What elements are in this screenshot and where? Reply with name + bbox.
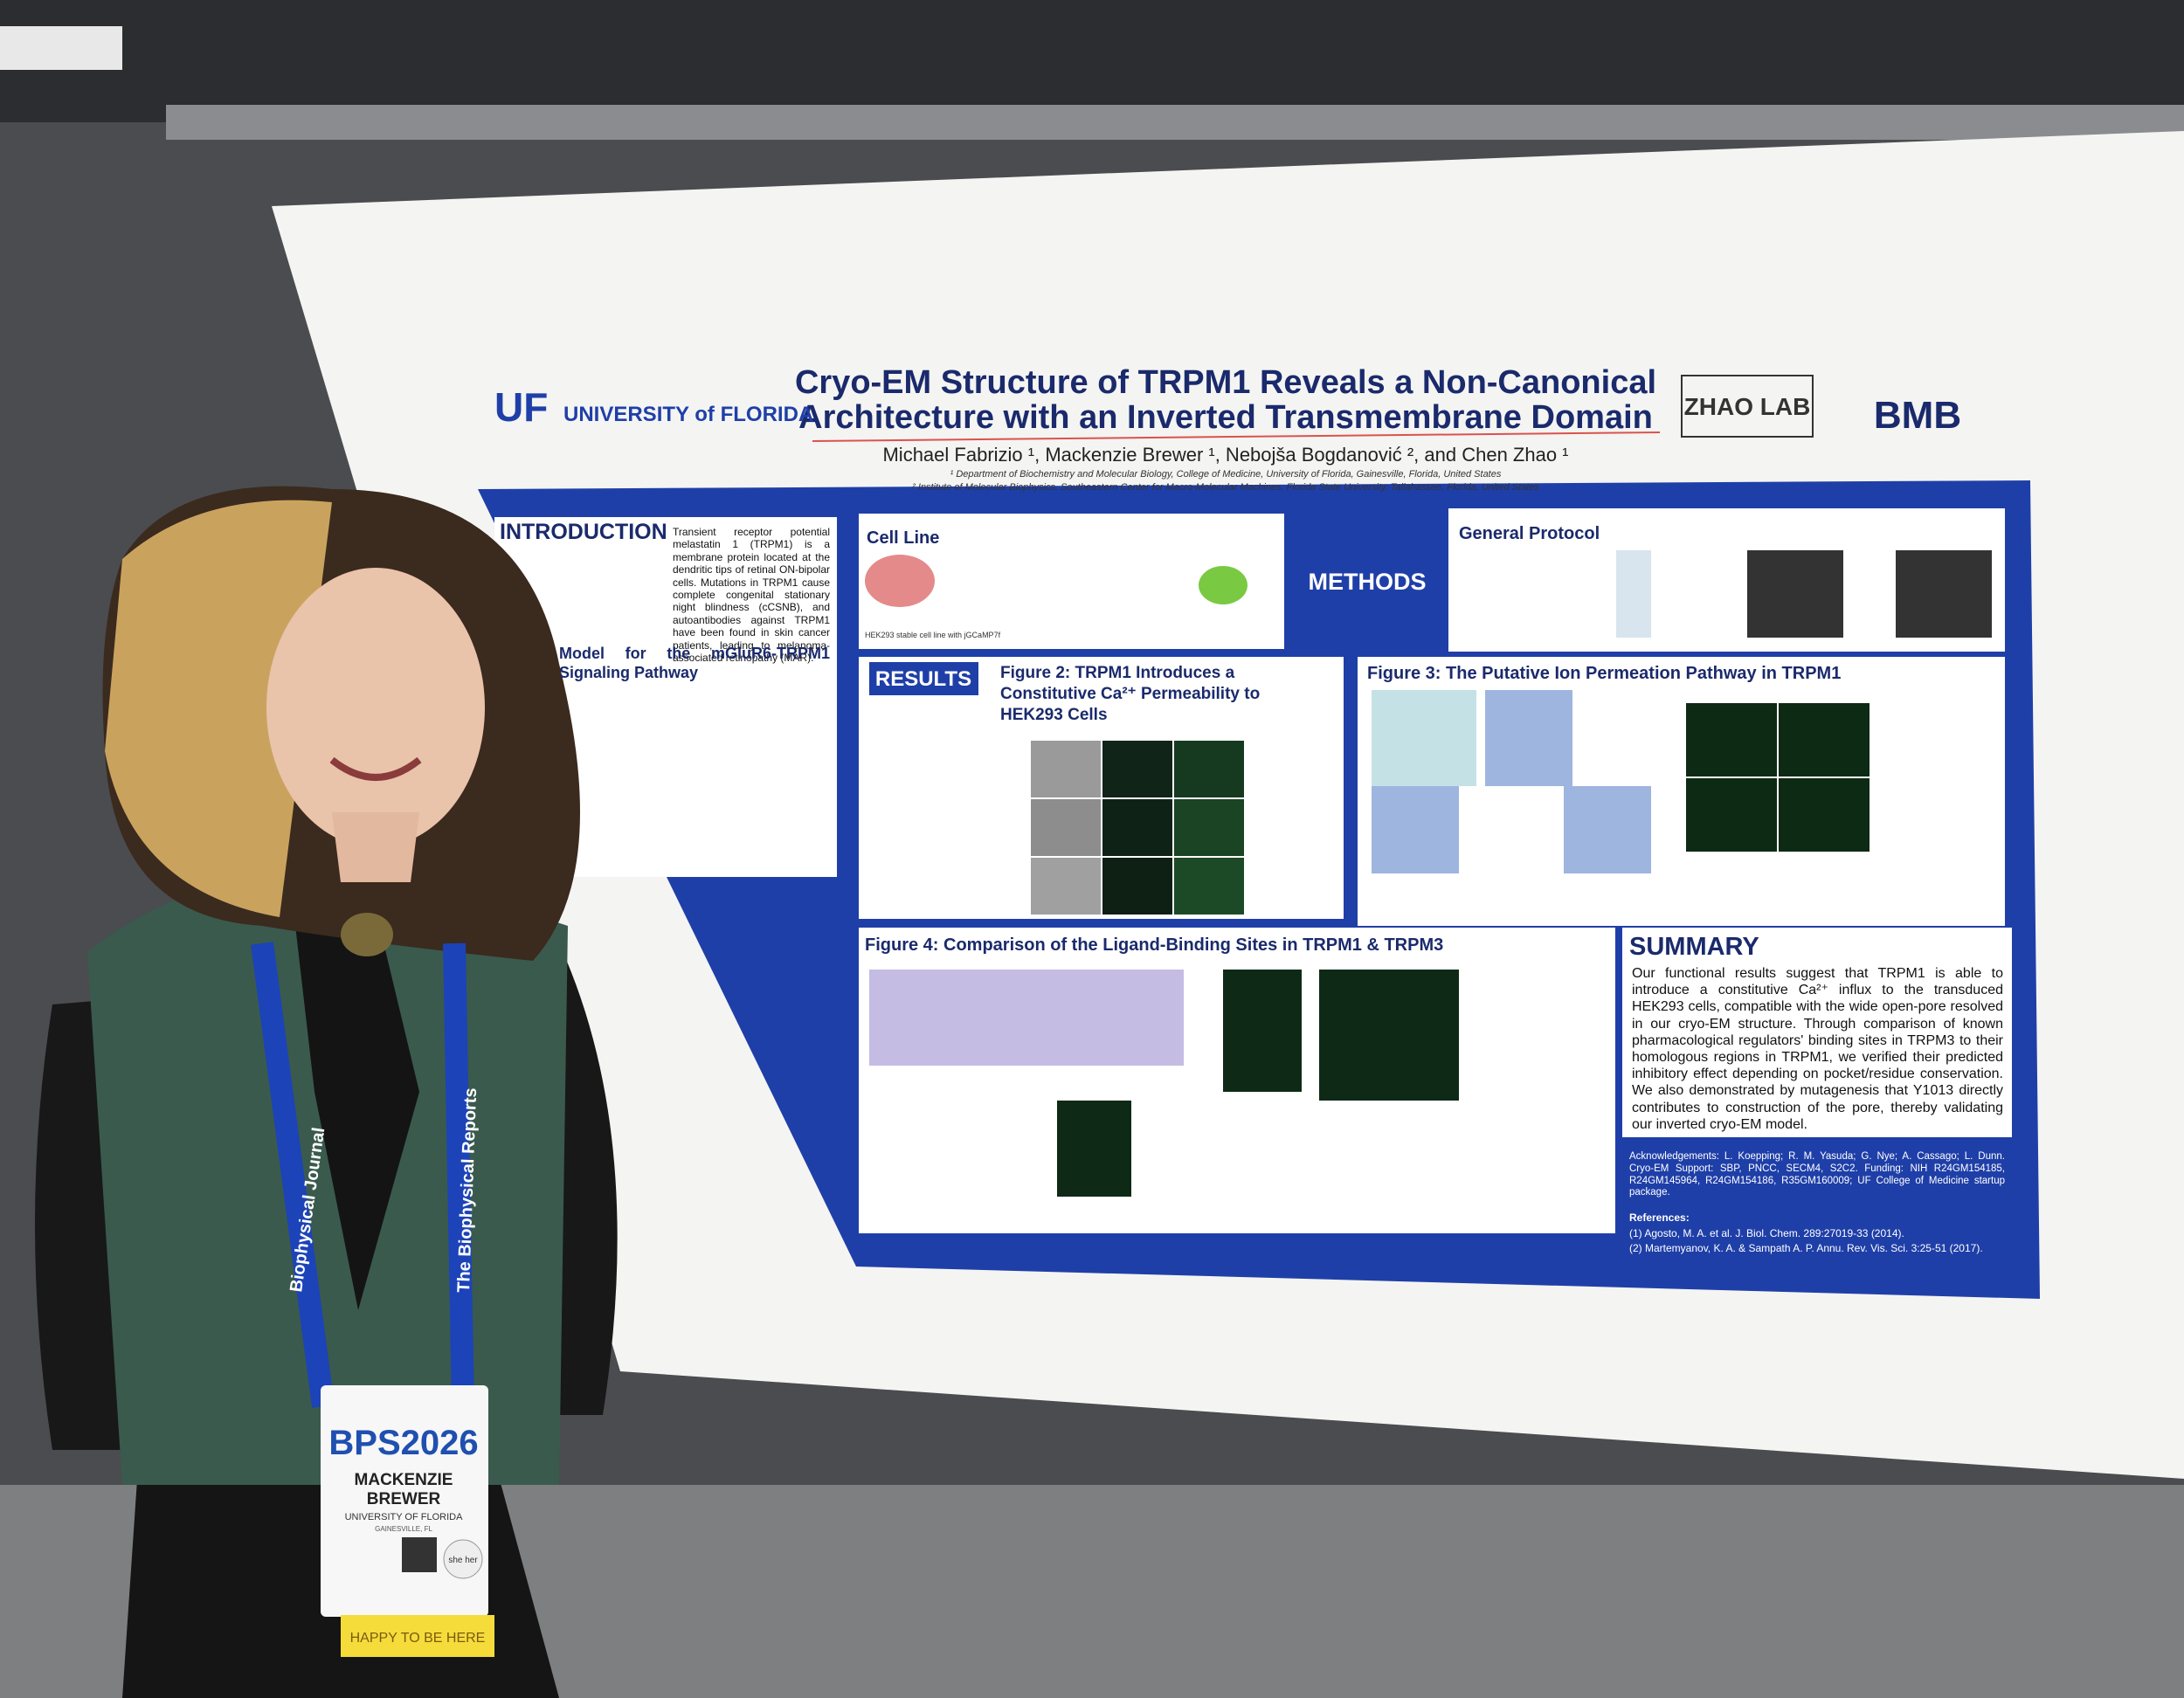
micrograph (1031, 858, 1101, 915)
micrograph (1102, 858, 1172, 915)
pronoun-pin (443, 1539, 483, 1579)
logo-bmb: BMB (1874, 394, 1961, 437)
structure (1485, 690, 1572, 786)
micrograph (1174, 799, 1244, 856)
shirt (288, 865, 419, 1310)
logo-lab-text: ZHAO LAB (1684, 393, 1811, 420)
hair-blonde (105, 500, 332, 917)
person (35, 486, 618, 1698)
structure (1564, 786, 1651, 873)
acknowledgements: Acknowledgements: L. Koepping; R. M. Yas… (1629, 1151, 2005, 1198)
brooch (341, 913, 393, 956)
lanyard-left (251, 942, 335, 1408)
ribbon-text: HAPPY TO BE HERE (350, 1631, 486, 1646)
face (266, 568, 485, 847)
logo-lab (1681, 375, 1814, 438)
poster-title: Cryo-EM Structure of TRPM1 Reveals a Non… (795, 364, 1656, 401)
logo-frame (1681, 375, 1814, 438)
results-heading: RESULTS (875, 667, 971, 691)
micrograph (1057, 1101, 1131, 1197)
cell-diagram (865, 555, 1248, 607)
badge-event: BPS2026 (328, 1424, 478, 1462)
ribbon (341, 1615, 494, 1657)
figure2-title: HEK293 Cells (1000, 706, 1108, 724)
figure3-images (1372, 690, 1870, 873)
smile (329, 756, 422, 781)
neck (332, 812, 419, 882)
structure (1372, 786, 1459, 873)
figure2-title: Constitutive Ca²⁺ Permeability to (1000, 685, 1260, 703)
intro-heading: INTRODUCTION (500, 520, 667, 544)
micrograph (1319, 970, 1459, 1101)
affiliation: ² Institute of Molecular Biophysics, Sou… (912, 482, 1539, 493)
intro-text: Transient receptor potential melastatin … (673, 526, 830, 664)
summary-box (1622, 928, 2012, 1137)
micrograph (1174, 858, 1244, 915)
figure2-title: Figure 2: TRPM1 Introduces a (1000, 664, 1235, 682)
protocol-diagram (1616, 550, 1992, 638)
logo-uf: UF (494, 384, 548, 430)
bottle (1616, 550, 1651, 638)
figure4-title: Figure 4: Comparison of the Ligand-Bindi… (865, 935, 1443, 955)
figure3-title: Figure 3: The Putative Ion Permeation Pa… (1367, 664, 1841, 683)
cell-line-heading: Cell Line (867, 528, 939, 548)
reference: (1) Agosto, M. A. et al. J. Biol. Chem. … (1629, 1227, 1904, 1239)
poster-title: Architecture with an Inverted Transmembr… (798, 399, 1653, 436)
micrograph (1102, 741, 1172, 797)
summary-heading: SUMMARY (1629, 933, 1759, 961)
figure2-images (1031, 741, 1244, 915)
methods-heading: METHODS (1309, 569, 1427, 595)
results-box (859, 657, 1344, 919)
protocol-heading: General Protocol (1459, 524, 1600, 543)
microscope (1747, 550, 1843, 638)
affiliation: ¹ Department of Biochemistry and Molecul… (950, 469, 1502, 480)
gfp (1199, 566, 1248, 604)
micrograph (1223, 970, 1302, 1092)
references-heading: References: (1629, 1211, 1690, 1224)
micrograph (1174, 741, 1244, 797)
structure (1372, 690, 1476, 786)
intro-subheading: Model for the mGluR6-TRPM1 Signaling Pat… (559, 645, 830, 681)
micrograph (1031, 799, 1101, 856)
badge-city: GAINESVILLE, FL (375, 1525, 432, 1533)
logo-uf-name: UNIVERSITY of FLORIDA (563, 403, 813, 426)
qr-code (402, 1537, 437, 1572)
badge-name: BREWER (367, 1490, 441, 1508)
cell-line-caption: HEK293 stable cell line with jGCaMP7f (865, 631, 1001, 639)
badge-affiliation: UNIVERSITY OF FLORIDA (345, 1512, 464, 1522)
authors: Michael Fabrizio ¹, Mackenzie Brewer ¹, … (882, 444, 1568, 466)
cell (865, 555, 935, 607)
microscope (1896, 550, 1992, 638)
ceiling-light (0, 26, 122, 70)
results-label-bg (869, 662, 978, 695)
summary-text: Our functional results suggest that TRPM… (1632, 966, 2003, 1132)
badge-name: MACKENZIE (355, 1471, 453, 1489)
lanyard-right (443, 942, 474, 1407)
structure (869, 970, 1184, 1066)
figure4-images (869, 970, 1459, 1197)
micrograph (1031, 741, 1101, 797)
title-rule (812, 431, 1661, 442)
badge-pronouns: she her (448, 1556, 478, 1565)
reference: (2) Martemyanov, K. A. & Sampath A. P. A… (1629, 1242, 1983, 1254)
micrograph (1102, 799, 1172, 856)
board-frame (166, 105, 2184, 140)
